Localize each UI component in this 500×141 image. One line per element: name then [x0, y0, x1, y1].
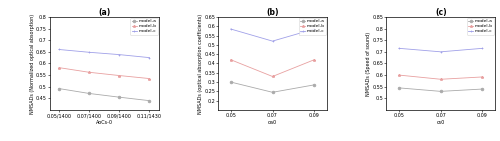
model-a	[480, 88, 486, 90]
Y-axis label: NMSADs (Normalized optical absorption): NMSADs (Normalized optical absorption)	[30, 13, 35, 114]
model-b	[438, 78, 444, 80]
Line: model-c: model-c	[58, 48, 151, 59]
model-b	[146, 78, 152, 79]
model-a	[56, 88, 62, 89]
model-a	[396, 87, 402, 89]
model-c	[438, 51, 444, 53]
model-b	[311, 59, 317, 61]
Line: model-c: model-c	[230, 28, 316, 42]
Line: model-a: model-a	[398, 86, 484, 93]
model-b	[86, 71, 92, 73]
model-c	[86, 51, 92, 53]
model-a	[116, 96, 122, 98]
model-b	[480, 76, 486, 78]
model-c	[116, 54, 122, 55]
Title: (c): (c)	[435, 8, 446, 17]
model-a	[270, 92, 276, 93]
model-a	[228, 81, 234, 83]
Y-axis label: NMSADs (optical absorption coefficients): NMSADs (optical absorption coefficients)	[198, 13, 203, 114]
Title: (b): (b)	[266, 8, 279, 17]
model-c	[228, 28, 234, 30]
Title: (a): (a)	[98, 8, 110, 17]
model-a	[86, 93, 92, 94]
X-axis label: cs0: cs0	[436, 120, 445, 125]
Legend: model-a, model-b, model-c: model-a, model-b, model-c	[130, 18, 158, 35]
model-b	[116, 75, 122, 76]
X-axis label: AoCs-0: AoCs-0	[96, 120, 113, 125]
model-b	[396, 74, 402, 76]
Line: model-c: model-c	[398, 47, 484, 53]
Y-axis label: NMSADs (Speed of sound): NMSADs (Speed of sound)	[366, 31, 371, 95]
model-c	[270, 40, 276, 42]
Line: model-b: model-b	[58, 66, 151, 80]
model-a	[438, 91, 444, 92]
model-c	[146, 57, 152, 59]
Line: model-a: model-a	[58, 87, 151, 102]
model-b	[228, 59, 234, 61]
model-a	[311, 84, 317, 86]
model-c	[56, 49, 62, 50]
X-axis label: oa0: oa0	[268, 120, 277, 125]
Line: model-a: model-a	[230, 81, 316, 94]
model-c	[396, 48, 402, 49]
model-b	[56, 67, 62, 69]
Legend: model-a, model-b, model-c: model-a, model-b, model-c	[298, 18, 326, 35]
model-c	[480, 48, 486, 49]
model-a	[146, 100, 152, 102]
Line: model-b: model-b	[230, 58, 316, 78]
model-c	[311, 28, 317, 30]
Legend: model-a, model-b, model-c: model-a, model-b, model-c	[467, 18, 494, 35]
Line: model-b: model-b	[398, 74, 484, 81]
model-b	[270, 76, 276, 77]
